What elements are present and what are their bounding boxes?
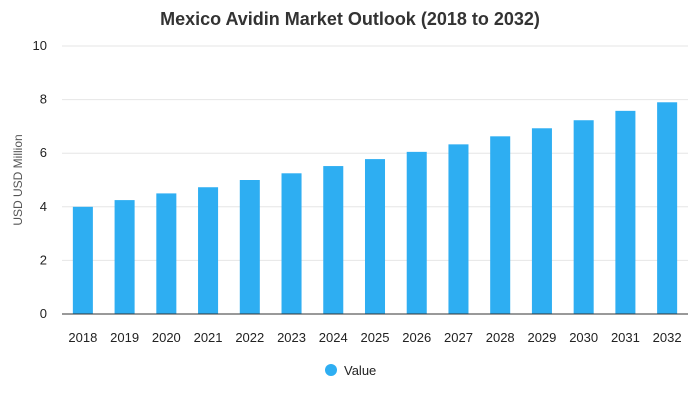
bar-2020[interactable]: [156, 193, 177, 314]
y-tick-label: 4: [40, 199, 47, 214]
x-tick-label-2024: 2024: [319, 330, 348, 345]
x-tick-label-2018: 2018: [68, 330, 97, 345]
x-tick-label-2027: 2027: [444, 330, 473, 345]
legend[interactable]: Value: [325, 363, 376, 378]
legend-swatch-value: [325, 364, 337, 376]
y-tick-label: 8: [40, 92, 47, 107]
x-tick-label-2023: 2023: [277, 330, 306, 345]
bar-2021[interactable]: [198, 187, 219, 314]
x-tick-label-2026: 2026: [402, 330, 431, 345]
y-tick-label: 2: [40, 252, 47, 267]
bar-2026[interactable]: [406, 151, 427, 314]
legend-label-value: Value: [344, 363, 376, 378]
chart-title: Mexico Avidin Market Outlook (2018 to 20…: [160, 9, 540, 29]
bars: [72, 102, 678, 315]
x-tick-label-2032: 2032: [653, 330, 682, 345]
x-tick-label-2022: 2022: [235, 330, 264, 345]
bar-2024[interactable]: [323, 166, 344, 314]
y-tick-label: 6: [40, 145, 47, 160]
x-axis-ticks: 2018 2019 2020 2021 2022 2023 2024 2025 2026 2027…: [68, 330, 681, 345]
bar-2023[interactable]: [281, 173, 302, 314]
y-tick-label: 10: [33, 38, 47, 53]
y-axis-label: USD USD Million: [11, 134, 25, 225]
x-tick-label-2031: 2031: [611, 330, 640, 345]
bar-2019[interactable]: [114, 200, 135, 314]
bar-2027[interactable]: [448, 144, 469, 314]
x-tick-label-2028: 2028: [486, 330, 515, 345]
bar-2025[interactable]: [364, 159, 386, 314]
bar-2031[interactable]: [615, 110, 636, 314]
bar-2032[interactable]: [657, 102, 678, 314]
x-tick-label-2020: 2020: [152, 330, 181, 345]
bar-2028[interactable]: [490, 136, 511, 314]
bar-2030[interactable]: [573, 120, 594, 315]
bar-2018[interactable]: [72, 206, 93, 314]
x-tick-label-2025: 2025: [361, 330, 390, 345]
bar-2029[interactable]: [531, 128, 552, 314]
x-tick-label-2030: 2030: [569, 330, 598, 345]
x-tick-label-2019: 2019: [110, 330, 139, 345]
bar-2022[interactable]: [239, 180, 260, 314]
y-axis-ticks: 0 2 4 6 8 10: [33, 38, 47, 321]
x-tick-label-2021: 2021: [194, 330, 223, 345]
y-tick-label: 0: [40, 306, 47, 321]
x-tick-label-2029: 2029: [527, 330, 556, 345]
